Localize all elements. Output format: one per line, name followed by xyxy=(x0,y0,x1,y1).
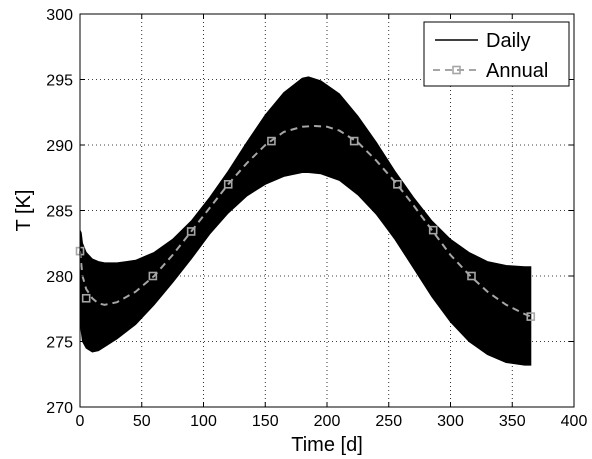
annual-marker xyxy=(81,293,91,303)
legend-annual-label: Annual xyxy=(486,60,548,82)
x-tick-label: 200 xyxy=(314,413,341,430)
x-tick-label: 100 xyxy=(190,413,217,430)
y-axis-label: T [K] xyxy=(13,190,35,232)
y-tick-label: 300 xyxy=(46,7,73,24)
legend-daily-label: Daily xyxy=(486,30,530,52)
legend: Daily Annual xyxy=(423,21,570,87)
annual-marker xyxy=(267,136,276,146)
x-tick-label: 300 xyxy=(437,413,464,430)
x-tick-label: 350 xyxy=(499,413,526,430)
x-tick-label: 50 xyxy=(133,413,151,430)
legend-box xyxy=(423,21,570,87)
x-tick-label: 150 xyxy=(252,413,279,430)
x-tick-label: 400 xyxy=(561,413,588,430)
y-tick-label: 280 xyxy=(46,269,73,286)
plot-area xyxy=(75,76,536,366)
annual-marker xyxy=(428,225,438,235)
y-tick-label: 295 xyxy=(46,73,73,90)
y-tick-label: 275 xyxy=(46,335,73,352)
annual-marker xyxy=(467,271,476,281)
axis-ticks: 0 50 100 150 200 250 300 350 400 270 275 280 285 290 2… xyxy=(46,7,587,430)
annual-marker xyxy=(148,271,158,281)
x-tick-label: 250 xyxy=(375,413,402,430)
annual-marker xyxy=(393,180,402,189)
annual-marker xyxy=(526,312,536,321)
annual-marker xyxy=(223,180,233,189)
y-tick-label: 290 xyxy=(46,138,73,155)
annual-marker xyxy=(349,136,359,146)
y-tick-label: 270 xyxy=(46,400,73,417)
annual-marker xyxy=(186,227,196,236)
legend-annual-marker xyxy=(452,65,461,75)
x-axis-label: Time [d] xyxy=(291,434,363,456)
y-tick-label: 285 xyxy=(46,204,73,221)
x-tick-label: 0 xyxy=(76,413,85,430)
annual-line xyxy=(79,124,532,318)
daily-band xyxy=(79,76,532,366)
